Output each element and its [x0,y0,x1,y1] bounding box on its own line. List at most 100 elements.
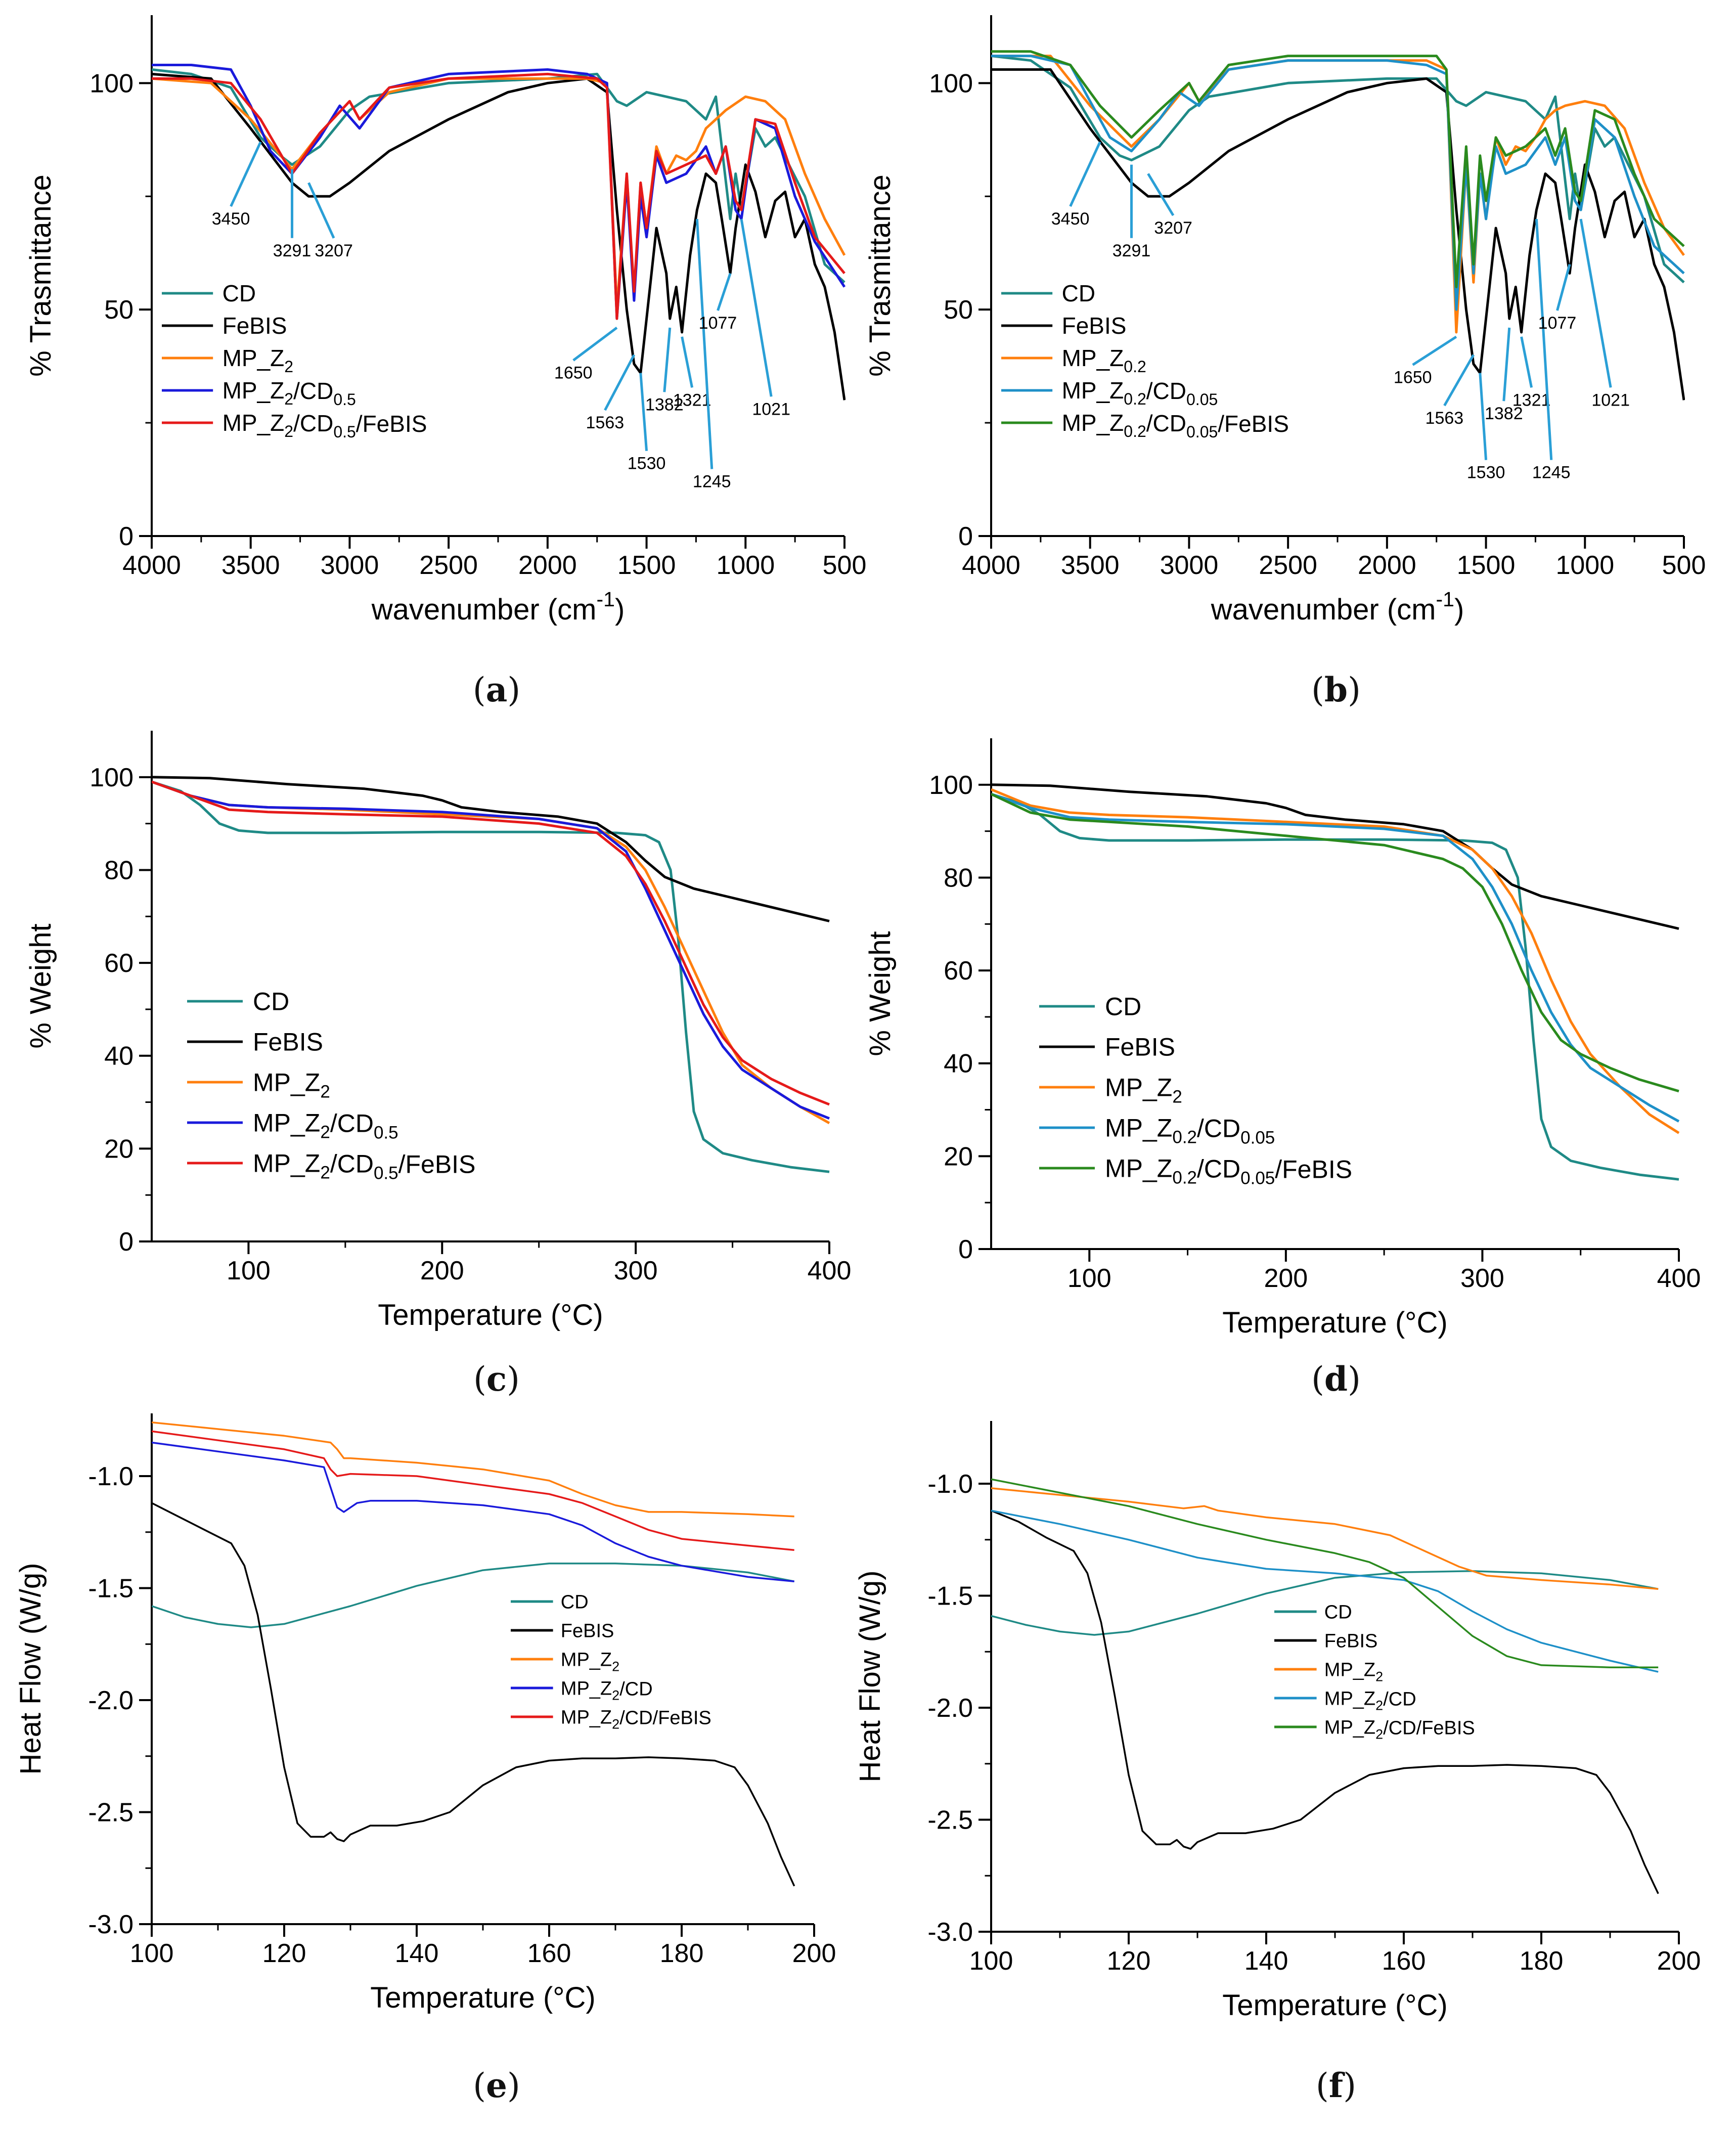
annotation-label: 3291 [273,241,311,260]
legend-label: CD [222,280,256,306]
series-line-mp-z2-cd [991,1509,1659,1673]
annotation-leader [1443,354,1475,407]
legend-label: FeBIS [1105,1033,1175,1061]
x-axis-label: wavenumber (cm-1) [371,588,625,626]
legend-label: MP_Z2/CD/FeBIS [1324,1717,1475,1742]
x-tick-label: 120 [1107,1946,1151,1976]
annotation-label: 1563 [586,413,625,432]
y-tick-label: -1.5 [88,1574,133,1604]
annotation-label: 1021 [1591,390,1630,410]
annotation-leader [663,327,672,392]
chart-b: 4000 3500 3000 2500 2000 1500 1000 500 0 50 100 wav… [864,15,1706,626]
series-line-mp-z2-cd0-5-febis [152,72,845,320]
x-tick-label: 400 [1657,1264,1701,1293]
x-tick-label: 200 [792,1939,836,1968]
annotation-label: 1530 [628,454,666,473]
x-tick-label: 200 [420,1256,464,1285]
legend-label: CD [1062,280,1095,306]
annotation-label: 3450 [212,209,250,229]
x-tick-label: 160 [527,1939,571,1968]
legend-label: MP_Z2/CD [561,1678,653,1703]
y-axis-label: % Weight [24,923,57,1048]
legend-label: CD [1105,993,1141,1021]
legend-label: MP_Z2 [222,345,293,376]
legend-label: FeBIS [1062,313,1127,339]
annotation-leader [1147,173,1175,216]
annotation-label: 1563 [1426,409,1464,428]
annotation-leader [604,354,636,411]
x-tick-label: 180 [660,1939,704,1968]
x-tick-label: 100 [1067,1264,1111,1293]
caption-b: (b) [1311,670,1361,709]
series-line-febis [152,776,830,922]
annotation-leader [1502,327,1511,402]
series-line-mp-z2-cd [152,1441,794,1582]
y-tick-label: 60 [104,949,133,978]
y-tick-label: -1.0 [88,1462,133,1491]
x-tick-label: 200 [1264,1264,1308,1293]
y-tick-label: -2.5 [88,1798,133,1828]
y-tick-label: 0 [119,522,133,551]
series-line-cd [991,792,1679,1181]
series-line-mp-z0-2-cd0-05-febis [991,50,1685,288]
caption-d: (d) [1311,1359,1361,1399]
x-tick-label: 4000 [962,551,1020,580]
y-tick-label: 50 [944,295,973,325]
y-tick-label: 100 [90,763,133,792]
x-tick-label: 300 [1460,1264,1504,1293]
y-tick-label: 80 [104,856,133,885]
legend-label: MP_Z2/CD/FeBIS [561,1707,711,1731]
series-line-mp-z2-cd0-5-febis [152,780,830,1106]
series-line-mp-z0-2-cd0-05-febis [991,792,1679,1093]
legend-label: CD [253,988,289,1016]
series-line-mp-z2-cd-febis [152,1430,794,1551]
series-line-cd [991,1570,1659,1636]
y-axis-label: Heat Flow (W/g) [854,1571,886,1783]
annotation-label: 1530 [1467,463,1505,482]
caption-e: (e) [473,2066,520,2105]
legend-label: MP_Z0.2/CD0.05 [1062,377,1218,409]
annotation-label: 3450 [1051,209,1090,229]
annotation-label: 1245 [693,472,731,492]
legend-label: CD [561,1591,589,1613]
annotation-leader [1069,141,1101,207]
legend-label: MP_Z2 [1324,1659,1383,1684]
legend-label: FeBIS [1324,1630,1378,1652]
annotation-label: 1382 [1485,404,1523,423]
legend-label: MP_Z2/CD0.5/FeBIS [253,1149,475,1183]
y-tick-label: 20 [944,1142,973,1171]
annotation-label: 1077 [699,314,737,333]
y-tick-label: 0 [958,522,973,551]
chart-f: 100 120 140 160 180 200 -3.0 -2.5 -2.0 -1.5 -1.0 Te… [854,1421,1701,2022]
x-tick-label: 1000 [716,551,775,580]
x-tick-label: 3500 [221,551,280,580]
annotation-label: 1077 [1538,314,1577,333]
x-tick-label: 1500 [1457,551,1516,580]
y-tick-label: 100 [929,69,973,98]
x-tick-label: 200 [1657,1946,1701,1976]
legend-label: MP_Z2 [253,1069,330,1102]
y-tick-label: 80 [944,863,973,893]
annotation-leader [717,273,732,311]
series-line-febis [991,783,1679,930]
y-axis-label: % Trasmittance [24,174,57,377]
x-tick-label: 1500 [617,551,676,580]
y-tick-label: 60 [944,956,973,986]
x-tick-label: 140 [395,1939,439,1968]
annotation-leader [572,327,618,362]
annotation-label: 3291 [1112,241,1151,260]
legend-label: MP_Z0.2/CD0.05 [1105,1114,1275,1148]
series-line-febis [991,1509,1659,1894]
y-tick-label: -1.0 [927,1470,973,1499]
y-axis-label: % Weight [864,931,897,1056]
series-line-mp-z2-cd-febis [991,1478,1659,1669]
series-line-cd [152,1563,795,1628]
annotation-label: 1321 [1512,390,1551,410]
annotation-label: 1321 [673,390,711,410]
series-line-febis [152,72,845,401]
x-tick-label: 4000 [122,551,181,580]
y-tick-label: 40 [944,1049,973,1079]
y-tick-label: 40 [104,1042,133,1071]
y-tick-label: -3.0 [927,1918,973,1947]
annotation-leader [1520,336,1533,388]
